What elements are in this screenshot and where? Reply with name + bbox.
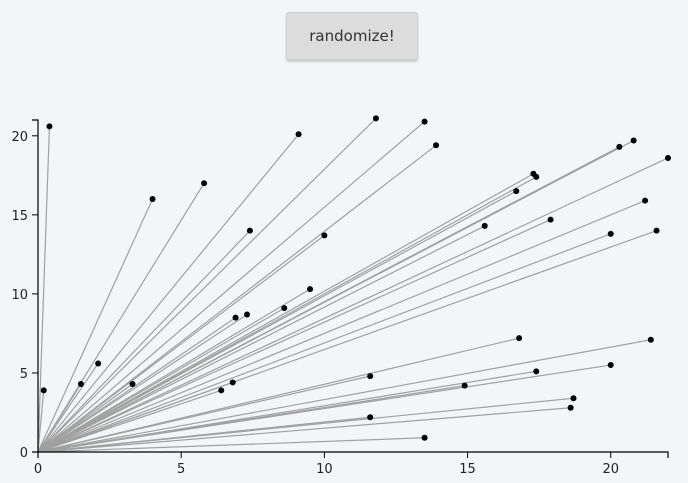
- data-point-15: [321, 232, 328, 239]
- data-point-39: [665, 154, 671, 161]
- ray-line-1: [37, 126, 51, 453]
- data-point-23: [481, 222, 488, 229]
- data-point-9: [232, 314, 239, 321]
- data-point-2: [77, 381, 84, 388]
- data-point-35: [630, 137, 637, 144]
- ray-line-5: [37, 198, 154, 453]
- data-point-38: [653, 227, 660, 234]
- y-tick-label-3: 15: [11, 209, 28, 224]
- data-point-30: [567, 404, 574, 411]
- ray-line-6: [37, 182, 205, 453]
- ray-line-36: [37, 200, 646, 453]
- ray-line-19: [37, 121, 425, 453]
- data-point-6: [201, 180, 208, 187]
- ray-line-21: [37, 144, 437, 453]
- data-point-0: [40, 387, 47, 394]
- data-point-17: [367, 414, 374, 421]
- data-point-13: [295, 131, 302, 138]
- ray-line-27: [37, 370, 537, 453]
- ray-line-38: [37, 230, 657, 453]
- ray-line-10: [37, 313, 248, 453]
- ray-line-14: [37, 288, 311, 453]
- ray-line-29: [37, 219, 551, 453]
- data-point-37: [647, 336, 654, 343]
- data-point-4: [129, 381, 136, 388]
- ray-line-28: [37, 176, 537, 453]
- ray-line-33: [37, 233, 611, 453]
- x-tick-label-1: 5: [177, 462, 185, 477]
- x-axis-line: [37, 451, 669, 458]
- ray-line-37: [37, 339, 651, 453]
- ray-line-18: [37, 117, 377, 453]
- data-point-7: [218, 387, 225, 394]
- y-tick-label-0: 0: [20, 446, 28, 461]
- data-point-34: [616, 143, 623, 150]
- data-point-21: [433, 142, 440, 149]
- data-point-1: [46, 123, 53, 130]
- data-point-36: [642, 197, 649, 204]
- ray-line-25: [37, 337, 520, 453]
- data-point-19: [421, 118, 428, 125]
- data-point-27: [533, 368, 540, 375]
- axes: 0 5 10 15 20 0 5 10 15 20: [11, 119, 669, 477]
- x-tick-label-0: 0: [34, 462, 42, 477]
- ray-line-11: [37, 230, 251, 453]
- ray-line-32: [37, 364, 611, 453]
- ray-line-9: [37, 317, 236, 453]
- data-point-14: [307, 286, 314, 293]
- ray-line-39: [37, 157, 669, 453]
- ray-line-35: [37, 140, 634, 453]
- data-point-28: [533, 173, 540, 180]
- data-point-20: [421, 434, 428, 441]
- data-point-8: [229, 379, 236, 386]
- ray-line-13: [37, 133, 300, 453]
- ray-line-26: [37, 173, 534, 453]
- data-point-18: [372, 115, 379, 122]
- data-points: [40, 115, 671, 441]
- x-tick-label-4: 20: [602, 462, 619, 477]
- data-point-5: [149, 196, 156, 203]
- ray-line-20: [37, 437, 425, 453]
- y-tick-label-2: 10: [11, 288, 28, 303]
- data-point-16: [367, 373, 374, 380]
- x-tick-label-3: 15: [459, 462, 476, 477]
- data-point-31: [570, 395, 577, 402]
- ray-lines: [37, 117, 669, 453]
- randomize-button[interactable]: randomize!: [286, 12, 418, 60]
- data-point-11: [246, 227, 253, 234]
- data-point-12: [281, 305, 288, 312]
- y-tick-label-4: 20: [11, 130, 28, 145]
- ray-line-23: [37, 225, 485, 453]
- x-tick-label-2: 10: [316, 462, 333, 477]
- ray-line-3: [37, 363, 99, 453]
- data-point-25: [516, 335, 523, 342]
- data-point-22: [461, 382, 468, 389]
- data-point-10: [244, 311, 251, 318]
- data-point-32: [607, 362, 614, 369]
- ray-line-30: [37, 407, 571, 453]
- data-point-3: [95, 360, 102, 367]
- y-axis-line: [32, 119, 39, 453]
- data-point-29: [547, 216, 554, 223]
- data-point-33: [607, 230, 614, 237]
- ray-line-31: [37, 397, 574, 453]
- y-tick-label-1: 5: [20, 367, 28, 382]
- data-point-24: [513, 188, 520, 195]
